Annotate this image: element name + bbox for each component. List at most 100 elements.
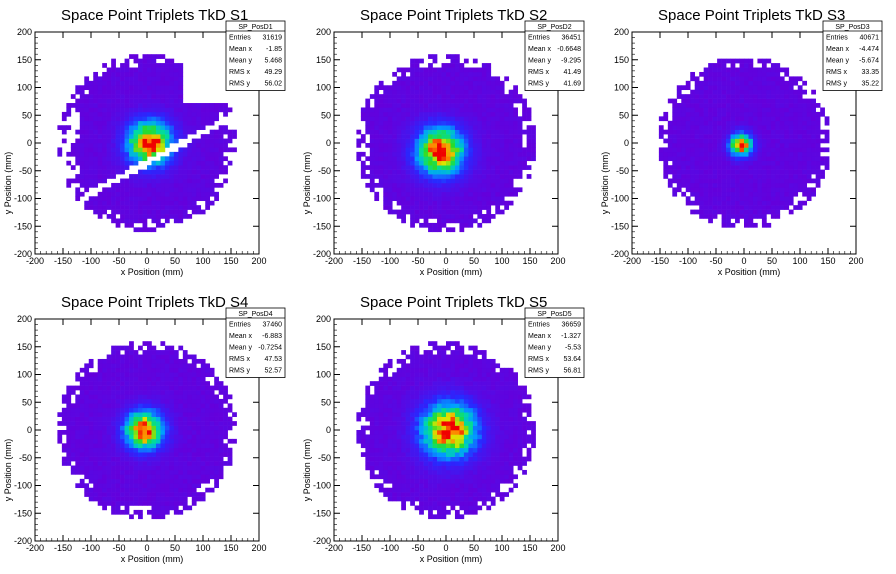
heatmap-bin <box>517 129 523 135</box>
heatmap-bin <box>468 147 474 153</box>
heatmap-bin <box>70 416 76 422</box>
heatmap-bin <box>173 191 179 197</box>
heatmap-bin <box>432 222 438 228</box>
heatmap-bin <box>766 160 772 166</box>
heatmap-bin <box>102 187 107 193</box>
heatmap-bin <box>437 160 442 166</box>
heatmap-bin <box>147 407 152 413</box>
heatmap-bin <box>699 89 704 95</box>
heatmap-bin <box>703 103 709 108</box>
heatmap-bin <box>151 67 157 73</box>
heatmap-bin <box>93 412 99 417</box>
x-tick-label: -200 <box>26 256 44 266</box>
heatmap-bin <box>770 71 776 77</box>
heatmap-bin <box>703 116 709 122</box>
heatmap-bin <box>147 492 152 497</box>
heatmap-bin <box>694 187 700 193</box>
heatmap-bin <box>160 501 166 506</box>
heatmap-bin <box>209 200 215 206</box>
heatmap-bin <box>124 487 130 493</box>
heatmap-bin <box>405 85 411 91</box>
heatmap-bin <box>481 138 487 144</box>
heatmap-bin <box>721 156 727 162</box>
heatmap-bin <box>463 71 469 77</box>
heatmap-bin <box>79 385 85 391</box>
heatmap-bin <box>699 214 704 219</box>
heatmap-bin <box>508 134 514 139</box>
heatmap-bin <box>468 103 474 108</box>
heatmap-bin <box>173 416 179 422</box>
heatmap-bin <box>495 205 501 210</box>
heatmap-bin <box>187 169 193 175</box>
heatmap-bin <box>129 461 134 466</box>
heatmap-bin <box>405 196 411 202</box>
heatmap-bin <box>432 196 438 202</box>
heatmap-bin <box>726 196 731 202</box>
heatmap-bin <box>752 174 758 179</box>
heatmap-bin <box>730 107 736 113</box>
heatmap-bin <box>102 151 107 157</box>
heatmap-bin <box>205 165 211 170</box>
heatmap-bin <box>160 120 166 126</box>
heatmap-bin <box>450 134 456 139</box>
heatmap-bin <box>419 67 424 73</box>
heatmap-bin <box>182 156 188 162</box>
stats-key: Entries <box>229 35 251 42</box>
heatmap-bin <box>396 80 402 86</box>
heatmap-bin <box>147 54 152 59</box>
heatmap-bin <box>79 456 85 462</box>
heatmap-bin <box>374 160 380 166</box>
heatmap-bin <box>178 151 184 157</box>
heatmap-bin <box>748 222 754 228</box>
heatmap-bin <box>757 178 763 184</box>
heatmap-bin <box>757 187 763 193</box>
heatmap-bin <box>102 200 107 206</box>
heatmap-bin <box>360 116 366 122</box>
heatmap-bin <box>147 456 152 462</box>
heatmap-bin <box>739 80 745 86</box>
heatmap-bin <box>757 111 763 117</box>
heatmap-bin <box>513 107 518 113</box>
heatmap-bin <box>481 120 487 126</box>
heatmap-bin <box>490 143 496 148</box>
heatmap-bin <box>75 430 81 435</box>
heatmap-bin <box>504 111 510 117</box>
heatmap-bin <box>66 390 72 395</box>
heatmap-bin <box>437 165 442 170</box>
heatmap-bin <box>106 483 112 489</box>
heatmap-bin <box>820 156 825 162</box>
heatmap-bin <box>84 116 90 122</box>
heatmap-bin <box>61 456 67 462</box>
heatmap-bin <box>508 151 514 157</box>
heatmap-bin <box>93 80 99 86</box>
heatmap-bin <box>111 372 116 378</box>
heatmap-bin <box>757 125 763 130</box>
heatmap-bin <box>784 196 790 202</box>
heatmap-bin <box>124 474 130 480</box>
heatmap-bin <box>401 94 406 99</box>
heatmap-bin <box>721 111 727 117</box>
heatmap-bin <box>155 425 161 431</box>
heatmap-bin <box>396 165 402 170</box>
heatmap-bin <box>129 367 134 373</box>
heatmap-bin <box>468 125 474 130</box>
heatmap-bin <box>784 67 790 73</box>
heatmap-bin <box>676 187 682 193</box>
heatmap-bin <box>504 76 510 82</box>
heatmap-bin <box>209 147 215 153</box>
heatmap-bin <box>499 151 505 157</box>
heatmap-bin <box>120 205 125 210</box>
heatmap-bin <box>712 89 718 95</box>
heatmap-bin <box>214 174 219 179</box>
heatmap-bin <box>129 390 134 395</box>
heatmap-bin <box>468 89 474 95</box>
heatmap-bin <box>97 465 103 471</box>
heatmap-bin <box>173 165 179 170</box>
heatmap-bin <box>218 125 224 130</box>
heatmap-bin <box>459 63 465 68</box>
heatmap-bin <box>232 421 237 426</box>
heatmap-bin <box>142 134 148 139</box>
heatmap-bin <box>187 125 193 130</box>
heatmap-bin <box>191 465 197 471</box>
heatmap-bin <box>383 134 389 139</box>
